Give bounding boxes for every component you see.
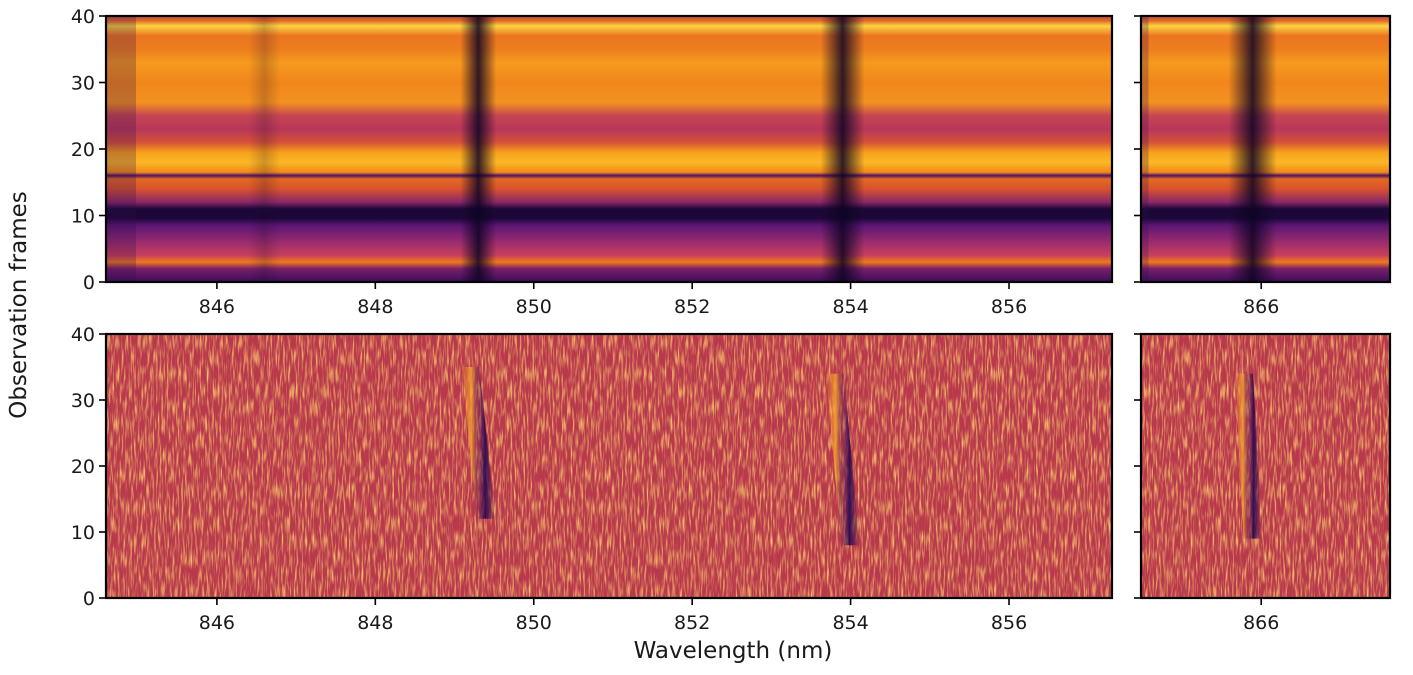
panel-bottom-right: 866	[1134, 332, 1392, 634]
axis-ticks-bottom-left: 846 848 850 852 854 856 0 10 20 30 40	[71, 324, 1027, 634]
panel-top-left: 846 848 850 852 854 856 0 10 20 30 40	[71, 6, 1114, 318]
heatmap-top-right	[1141, 16, 1390, 282]
panel-frame-bottom-left	[104, 332, 1114, 600]
x-tick-label: 848	[357, 612, 393, 634]
weak-absorption-line	[248, 16, 281, 282]
x-tick-label: 854	[832, 296, 868, 318]
panel-frame-bottom-right	[1139, 332, 1392, 600]
x-tick-label: 854	[832, 612, 868, 634]
absorption-line	[820, 16, 865, 282]
y-tick-label: 40	[71, 6, 95, 28]
x-tick-label: 850	[516, 612, 552, 634]
panel-top-right: 866	[1134, 14, 1392, 318]
panel-frame-top-right	[1139, 14, 1392, 284]
heatmap-edge-shade	[106, 16, 136, 282]
y-tick-label: 30	[71, 390, 95, 412]
residual-noise	[106, 334, 1112, 598]
residual-noise	[1141, 334, 1390, 598]
y-tick-label: 30	[71, 73, 95, 95]
heatmap-top-left	[106, 16, 1112, 282]
x-tick-label: 848	[357, 296, 393, 318]
x-tick-label: 846	[199, 612, 235, 634]
y-tick-label: 0	[83, 588, 95, 610]
residual-feature	[461, 367, 496, 519]
y-tick-label: 20	[71, 456, 95, 478]
x-tick-label: 866	[1243, 612, 1279, 634]
y-tick-label: 20	[71, 139, 95, 161]
panel-bottom-left: 846 848 850 852 854 856 0 10 20 30 40	[71, 324, 1114, 634]
heatmap-bottom-left	[106, 334, 1112, 598]
axis-ticks-top-left: 846 848 850 852 854 856 0 10 20 30 40	[71, 6, 1027, 318]
y-axis-label: Observation frames	[6, 191, 32, 419]
heatmap-edge-shade	[1141, 16, 1149, 282]
panel-frame-top-left	[104, 14, 1114, 284]
axis-ticks-bottom-right: 866	[1134, 333, 1279, 634]
residual-feature	[1235, 373, 1262, 539]
x-tick-label: 852	[674, 296, 710, 318]
absorption-line	[460, 16, 497, 282]
absorption-line	[1228, 16, 1277, 282]
heatmap-bottom-right	[1141, 334, 1390, 598]
x-tick-label: 852	[674, 612, 710, 634]
x-tick-label: 856	[991, 296, 1027, 318]
x-tick-label: 866	[1243, 296, 1279, 318]
x-tick-label: 850	[516, 296, 552, 318]
x-axis-label: Wavelength (nm)	[634, 638, 833, 664]
y-tick-label: 0	[83, 272, 95, 294]
y-tick-label: 10	[71, 522, 95, 544]
x-tick-label: 846	[199, 296, 235, 318]
axis-ticks-top-right: 866	[1134, 15, 1279, 318]
residual-feature	[825, 373, 860, 546]
x-tick-label: 856	[991, 612, 1027, 634]
y-tick-label: 10	[71, 206, 95, 228]
y-tick-label: 40	[71, 324, 95, 346]
